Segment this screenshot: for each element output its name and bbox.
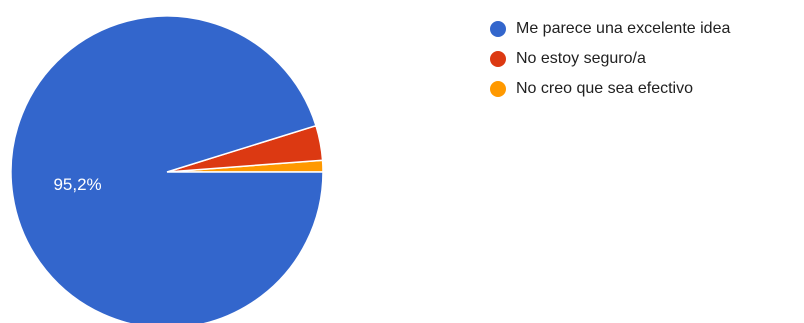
pie-data-labels: 95,2% (53, 175, 101, 194)
pie-data-label: 95,2% (53, 175, 101, 194)
legend-label: Me parece una excelente idea (516, 20, 731, 37)
legend-swatch (490, 51, 506, 67)
legend-swatch (490, 81, 506, 97)
legend-swatch (490, 21, 506, 37)
chart-legend: Me parece una excelente idea No estoy se… (490, 14, 730, 104)
legend-item[interactable]: No estoy seguro/a (490, 44, 730, 74)
legend-item[interactable]: Me parece una excelente idea (490, 14, 730, 44)
pie-slice[interactable] (10, 15, 324, 323)
pie-chart-svg: 95,2% (10, 15, 324, 323)
pie-slices (10, 15, 324, 323)
legend-label: No creo que sea efectivo (516, 80, 693, 97)
legend-label: No estoy seguro/a (516, 50, 646, 67)
legend-item[interactable]: No creo que sea efectivo (490, 74, 730, 104)
